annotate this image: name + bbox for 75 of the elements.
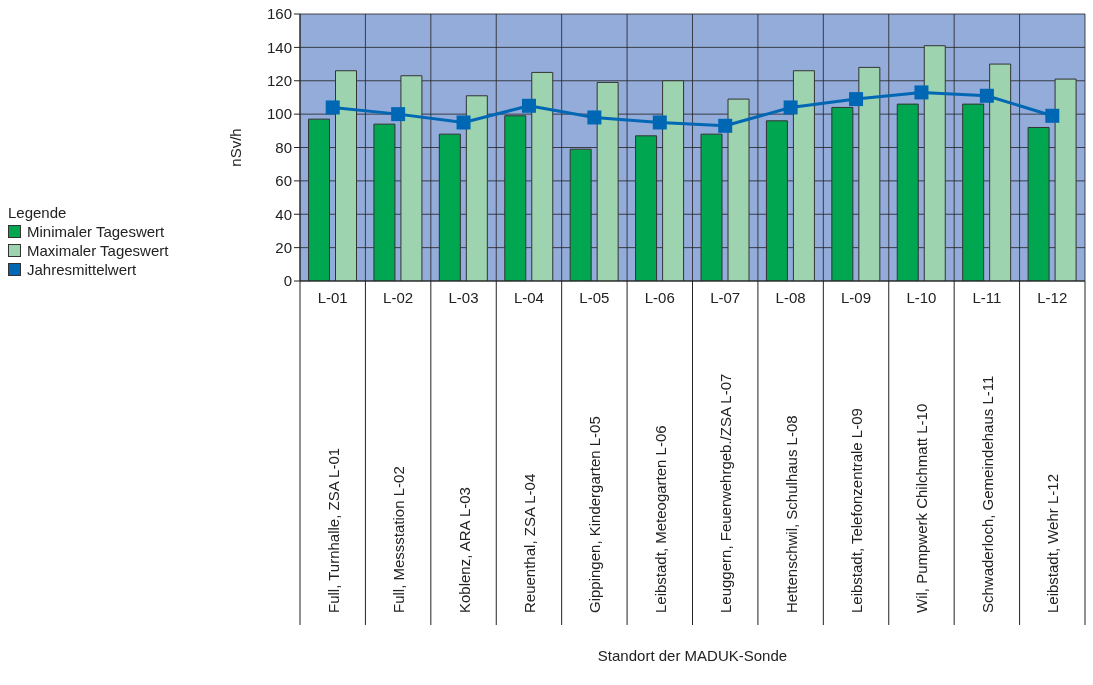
bar xyxy=(765,120,788,281)
y-tick-label: 80 xyxy=(275,138,292,156)
bar xyxy=(308,118,330,281)
bar xyxy=(700,133,723,281)
y-tick-label: 60 xyxy=(275,172,292,190)
y-tick-label: 0 xyxy=(283,272,292,290)
bar xyxy=(727,98,750,281)
bar xyxy=(635,135,658,281)
x-tick-label: L-11 xyxy=(972,289,1002,306)
point xyxy=(325,100,340,115)
x-tick-label: L-01 xyxy=(317,289,348,306)
point xyxy=(652,115,667,130)
x-tick-label: L-12 xyxy=(1037,289,1068,306)
bar xyxy=(858,66,881,281)
point xyxy=(783,100,798,115)
point xyxy=(391,107,406,122)
point xyxy=(979,88,994,103)
text: Leibstadt, Wehr L-12 xyxy=(1044,474,1062,613)
y-tick-label: 40 xyxy=(275,205,292,223)
bar xyxy=(923,45,946,281)
text: Reuenthal, ZSA L-04 xyxy=(520,473,538,613)
bar xyxy=(400,75,423,281)
bar xyxy=(831,106,854,281)
bar xyxy=(335,70,357,281)
x-tick-label: L-05 xyxy=(579,289,610,306)
text: Koblenz, ARA L-03 xyxy=(455,487,473,613)
bar xyxy=(1027,126,1050,281)
x-tick-label: L-02 xyxy=(383,289,414,306)
bar xyxy=(373,123,396,281)
y-tick-label: 140 xyxy=(266,38,292,56)
y-tick-label: 160 xyxy=(266,5,292,23)
text: Leibstadt, Telefonzentrale L-09 xyxy=(848,408,866,613)
point xyxy=(456,115,471,130)
legend-label: Minimaler Tageswert xyxy=(27,222,165,241)
y-tick-label: 20 xyxy=(275,238,292,256)
x-tick-label: L-09 xyxy=(841,289,872,306)
y-tick-label: 120 xyxy=(266,72,292,90)
legend-title: Legende xyxy=(8,203,68,222)
bar xyxy=(989,63,1012,281)
x-tick-label: L-08 xyxy=(775,289,806,306)
legend-label: Jahresmittelwert xyxy=(27,260,137,279)
x-tick-label: L-06 xyxy=(644,289,675,306)
y-tick-label: 100 xyxy=(266,105,292,123)
bar xyxy=(896,103,919,281)
bar xyxy=(1054,78,1077,281)
point xyxy=(1045,108,1060,123)
x-tick-label: L-07 xyxy=(710,289,741,306)
bar xyxy=(504,115,527,281)
point xyxy=(521,98,536,113)
x-tick-label: L-04 xyxy=(513,289,544,306)
text: Gippingen, Kindergarten L-05 xyxy=(586,416,604,613)
bar xyxy=(531,71,554,281)
bar xyxy=(662,80,685,281)
point xyxy=(718,118,733,133)
text: Leibstadt, Meteogarten L-06 xyxy=(651,425,669,613)
text: Full, Messstation L-02 xyxy=(390,466,408,613)
y-axis-title: nSv/h xyxy=(227,128,245,167)
point xyxy=(914,85,929,100)
bar xyxy=(596,81,619,281)
bar xyxy=(465,95,488,281)
bar xyxy=(792,70,815,281)
x-tick-label: L-03 xyxy=(448,289,479,306)
bar xyxy=(962,103,985,281)
point xyxy=(849,92,864,107)
text: Leuggern, Feuerwehrgeb./ZSA L-07 xyxy=(717,373,735,613)
bar xyxy=(569,148,592,281)
x-tick-label: L-10 xyxy=(906,289,937,306)
text: Hettenschwil, Schulhaus L-08 xyxy=(782,415,800,613)
text: Standort der MADUK-Sonde xyxy=(596,647,789,664)
text: Full, Turnhalle, ZSA L-01 xyxy=(324,447,342,613)
text: Schwaderloch, Gemeindehaus L-11 xyxy=(978,375,996,613)
legend-label: Maximaler Tageswert xyxy=(27,241,169,260)
point xyxy=(587,110,602,125)
text: Wil, Pumpwerk Chilchmatt L-10 xyxy=(913,403,931,613)
bar xyxy=(438,133,461,281)
